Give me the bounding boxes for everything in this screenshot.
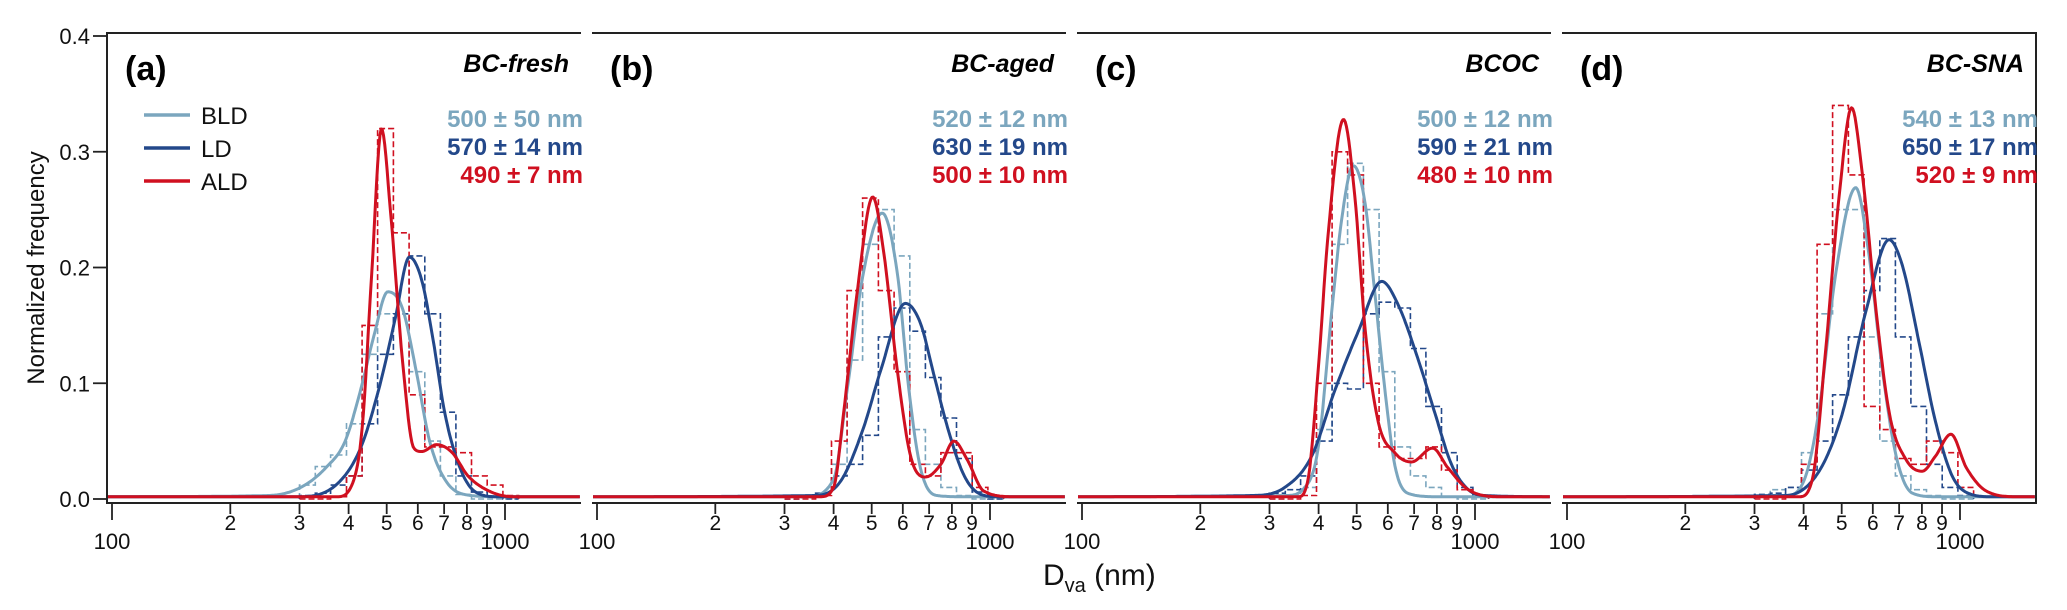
- stat-bld: 540 ± 13 nm: [1902, 106, 2038, 133]
- y-tick-label: 0.0: [59, 487, 90, 512]
- x-axis-title-main: D: [1043, 559, 1065, 592]
- x-tick-label: 9: [966, 512, 978, 535]
- stat-ald: 500 ± 10 nm: [932, 162, 1068, 189]
- x-tick-label: 4: [1313, 512, 1325, 535]
- x-tick-label: 8: [1431, 512, 1443, 535]
- x-tick-label: 1000: [481, 529, 530, 554]
- histogram-ald: [784, 197, 1005, 500]
- x-tick-label: 5: [381, 512, 393, 535]
- x-tick-label: 5: [866, 512, 878, 535]
- histogram-ald: [1269, 151, 1490, 500]
- stat-bld: 520 ± 12 nm: [932, 106, 1068, 133]
- histogram-ld: [1268, 301, 1490, 499]
- x-tick-label: 5: [1351, 512, 1363, 535]
- fit-curve-ld: [1562, 238, 2036, 499]
- panel-label: (c): [1095, 50, 1137, 88]
- legend-label: ALD: [201, 169, 248, 196]
- x-tick-label: 6: [412, 512, 424, 535]
- x-tick-label: 9: [481, 512, 493, 535]
- x-tick-label: 2: [224, 512, 236, 535]
- panel-label: (a): [125, 50, 167, 88]
- panel-title: BCOC: [1465, 50, 1540, 78]
- stat-ld: 570 ± 14 nm: [447, 134, 583, 161]
- fit-curve-ald: [592, 195, 1066, 499]
- x-tick-label: 6: [1382, 512, 1394, 535]
- y-axis-title: Normalized frequency: [23, 151, 50, 384]
- y-tick-label: 0.1: [59, 371, 90, 396]
- panel-title: BC-SNA: [1927, 50, 2024, 78]
- stat-ld: 630 ± 19 nm: [932, 134, 1068, 161]
- x-tick-label: 3: [294, 512, 306, 535]
- x-tick-label: 3: [779, 512, 791, 535]
- histogram-ald: [299, 127, 520, 500]
- x-axis-title-subscript: va: [1065, 575, 1087, 597]
- x-tick-label: 3: [1749, 512, 1761, 535]
- panel-label: (b): [610, 50, 653, 88]
- fit-curve-ald: [107, 127, 581, 499]
- x-tick-label: 8: [461, 512, 473, 535]
- x-axis-title-unit: (nm): [1086, 559, 1156, 592]
- x-tick-label: 6: [1867, 512, 1879, 535]
- fit-curve-ald: [1077, 118, 1551, 499]
- y-tick-label: 0.4: [59, 24, 90, 49]
- x-tick-label: 9: [1451, 512, 1463, 535]
- panel-label: (d): [1580, 50, 1623, 88]
- histogram-ld: [1753, 237, 1975, 499]
- x-tick-label: 9: [1936, 512, 1948, 535]
- fit-curve-ld: [107, 255, 581, 499]
- x-tick-label: 1000: [1936, 529, 1985, 554]
- x-tick-label: 2: [1194, 512, 1206, 535]
- x-tick-label: 2: [1679, 512, 1691, 535]
- stat-ld: 590 ± 21 nm: [1417, 134, 1553, 161]
- legend-label: BLD: [201, 103, 248, 130]
- x-tick-label: 1000: [966, 529, 1015, 554]
- x-tick-label: 7: [438, 512, 450, 535]
- x-tick-label: 6: [897, 512, 909, 535]
- histogram-ald: [1754, 104, 1975, 500]
- stat-ld: 650 ± 17 nm: [1902, 134, 2038, 161]
- stat-bld: 500 ± 12 nm: [1417, 106, 1553, 133]
- stat-ald: 520 ± 9 nm: [1915, 162, 2038, 189]
- x-tick-label: 4: [1798, 512, 1810, 535]
- x-tick-label: 4: [343, 512, 355, 535]
- fit-curve-ald: [1562, 106, 2036, 499]
- stat-bld: 500 ± 50 nm: [447, 106, 583, 133]
- x-tick-label: 5: [1836, 512, 1848, 535]
- stat-ald: 490 ± 7 nm: [460, 162, 583, 189]
- x-tick-label: 8: [946, 512, 958, 535]
- fit-curve-bld: [1077, 164, 1551, 499]
- legend-label: LD: [201, 136, 232, 163]
- x-tick-label: 7: [1893, 512, 1905, 535]
- x-axis-title: Dva (nm): [1043, 559, 1156, 597]
- x-tick-label: 7: [923, 512, 935, 535]
- x-tick-label: 3: [1264, 512, 1276, 535]
- x-tick-label: 8: [1916, 512, 1928, 535]
- legend: BLD LD ALD: [144, 103, 248, 196]
- x-tick-label: 100: [1064, 529, 1101, 554]
- fit-curve-bld: [1562, 186, 2036, 499]
- x-tick-label: 100: [1549, 529, 1586, 554]
- x-tick-label: 100: [94, 529, 131, 554]
- panel-title: BC-fresh: [463, 50, 569, 78]
- fit-curve-ld: [592, 301, 1066, 499]
- x-tick-label: 1000: [1451, 529, 1500, 554]
- x-tick-label: 2: [709, 512, 721, 535]
- y-tick-label: 0.2: [59, 256, 90, 281]
- x-tick-label: 4: [828, 512, 840, 535]
- x-tick-label: 100: [579, 529, 616, 554]
- panel-title: BC-aged: [951, 50, 1055, 78]
- x-tick-label: 7: [1408, 512, 1420, 535]
- y-tick-label: 0.3: [59, 140, 90, 165]
- stat-ald: 480 ± 10 nm: [1417, 162, 1553, 189]
- fit-curve-bld: [107, 290, 581, 499]
- fit-curve-bld: [592, 211, 1066, 499]
